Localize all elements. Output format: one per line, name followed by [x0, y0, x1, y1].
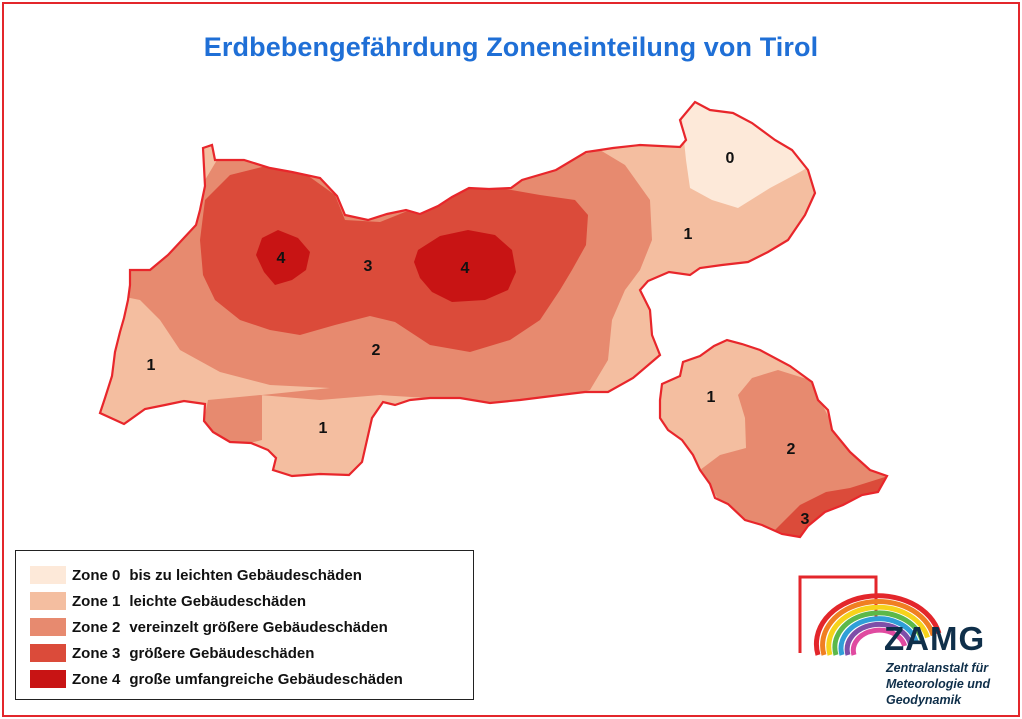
legend-item: Zone 0 bis zu leichten Gebäudeschäden [30, 565, 362, 585]
zone-label: 1 [319, 420, 328, 437]
zamg-logo [798, 575, 942, 656]
rainbow-arc [844, 621, 913, 656]
rainbow-arc [850, 627, 908, 656]
legend-description: größere Gebäudeschäden [129, 644, 315, 662]
legend-swatch [30, 566, 66, 584]
osttirol-zones [660, 340, 887, 537]
legend-description: bis zu leichten Gebäudeschäden [129, 566, 362, 584]
logo-name: ZAMG [884, 620, 986, 657]
legend-description: leichte Gebäudeschäden [129, 592, 307, 610]
legend-swatch [30, 592, 66, 610]
legend-zone: Zone 4 [72, 670, 121, 688]
legend-item: Zone 3 größere Gebäudeschäden [30, 643, 314, 663]
legend: Zone 0 bis zu leichten Gebäudeschäden Zo… [15, 550, 474, 700]
zone-label: 3 [801, 511, 810, 528]
zone4-area [256, 230, 310, 285]
zone3-area [775, 476, 887, 537]
zone-label: 2 [787, 441, 796, 458]
zone-label: 3 [364, 258, 373, 275]
logo-tagline: Meteorologie und [886, 677, 991, 691]
rainbow-arc [826, 604, 930, 656]
map-title: Erdbebengefährdung Zoneneinteilung von T… [203, 32, 819, 62]
legend-item: Zone 1 leichte Gebäudeschäden [30, 591, 306, 611]
zone-label: 2 [372, 342, 381, 359]
logo-tagline: Geodynamik [886, 693, 962, 707]
legend-item: Zone 2 vereinzelt größere Gebäudeschäden [30, 617, 388, 637]
rainbow-arc [838, 616, 919, 656]
legend-item: Zone 4 große umfangreiche Gebäudeschäden [30, 669, 403, 689]
zone-label: 1 [707, 389, 716, 406]
legend-zone: Zone 3 [72, 644, 121, 662]
zone-label: 4 [277, 250, 286, 267]
legend-zone: Zone 1 [72, 592, 121, 610]
legend-swatch [30, 670, 66, 688]
legend-description: große umfangreiche Gebäudeschäden [129, 670, 403, 688]
zone-label: 4 [461, 260, 470, 277]
legend-description: vereinzelt größere Gebäudeschäden [129, 618, 388, 636]
legend-swatch [30, 618, 66, 636]
logo-tagline: Zentralanstalt für [886, 661, 989, 675]
zone3-area [200, 165, 588, 352]
zone-label: 1 [684, 226, 693, 243]
legend-swatch [30, 644, 66, 662]
legend-zone: Zone 2 [72, 618, 121, 636]
rainbow-arc [820, 599, 936, 656]
rainbow-arc [832, 610, 925, 656]
zone-label: 0 [726, 150, 735, 167]
zone4-area [414, 230, 516, 302]
zone-label: 1 [147, 357, 156, 374]
legend-zone: Zone 0 [72, 566, 121, 584]
rainbow-icon [813, 593, 942, 656]
rainbow-arc [813, 593, 942, 656]
